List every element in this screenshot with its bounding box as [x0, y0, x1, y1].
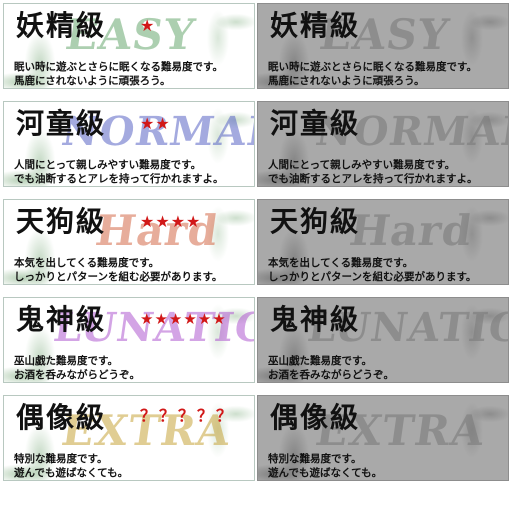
difficulty-title: 天狗級	[16, 205, 107, 238]
difficulty-card-extra-disabled: EXTRA 偶像級 特別な難易度です。 遊んでも遊ばなくても。	[257, 395, 509, 481]
difficulty-title: 河童級	[270, 107, 361, 140]
difficulty-description-line-1: 巫山戯た難易度です。	[268, 355, 372, 367]
difficulty-rating: ★★★★★★	[140, 310, 227, 328]
difficulty-card-normal-disabled: NORMAL 河童級 人間にとって親しみやすい難易度です。 でも油断するとアレを…	[257, 101, 509, 187]
difficulty-card-easy[interactable]: EASY 妖精級 ★ 眠い時に遊ぶとさらに眠くなる難易度です。 馬鹿にされないよ…	[3, 3, 255, 89]
difficulty-title: 妖精級	[270, 9, 361, 42]
difficulty-title: 偶像級	[270, 401, 361, 434]
difficulty-description: 人間にとって親しみやすい難易度です。 でも油断するとアレを持って行かれますよ。	[268, 158, 477, 186]
difficulty-card-easy-disabled: EASY 妖精級 眠い時に遊ぶとさらに眠くなる難易度です。 馬鹿にされないように…	[257, 3, 509, 89]
difficulty-card-hard[interactable]: Hard 天狗級 ★★★★ 本気を出してくる難易度です。 しっかりとパターンを組…	[3, 199, 255, 285]
difficulty-description-line-2: しっかりとパターンを組む必要があります。	[268, 271, 477, 283]
difficulty-description-line-2: しっかりとパターンを組む必要があります。	[14, 271, 223, 283]
difficulty-description-line-1: 人間にとって親しみやすい難易度です。	[268, 159, 456, 171]
difficulty-title: 偶像級	[16, 401, 107, 434]
difficulty-description-line-2: お酒を呑みながらどうぞ。	[14, 369, 140, 381]
difficulty-rating: ★	[140, 16, 156, 35]
difficulty-title: 河童級	[16, 107, 107, 140]
difficulty-description-line-2: 馬鹿にされないように頑張ろう。	[14, 75, 171, 87]
difficulty-description-line-2: 遊んでも遊ばなくても。	[14, 467, 129, 479]
difficulty-description-line-1: 人間にとって親しみやすい難易度です。	[14, 159, 202, 171]
difficulty-card-lunatic[interactable]: LUNATIC 鬼神級 ★★★★★★ 巫山戯た難易度です。 お酒を呑みながらどう…	[3, 297, 255, 383]
difficulty-description: 本気を出してくる難易度です。 しっかりとパターンを組む必要があります。	[268, 256, 476, 284]
difficulty-description: 特別な難易度です。 遊んでも遊ばなくても。	[14, 452, 128, 480]
difficulty-description: 眠い時に遊ぶとさらに眠くなる難易度です。 馬鹿にされないように頑張ろう。	[14, 60, 223, 88]
difficulty-rating: ★★★★	[140, 212, 202, 231]
difficulty-card-hard-disabled: Hard 天狗級 本気を出してくる難易度です。 しっかりとパターンを組む必要があ…	[257, 199, 509, 285]
difficulty-title: 鬼神級	[16, 303, 107, 336]
difficulty-description-line-2: 馬鹿にされないように頑張ろう。	[268, 75, 425, 87]
difficulty-description: 特別な難易度です。 遊んでも遊ばなくても。	[268, 452, 382, 480]
difficulty-description-line-2: でも油断するとアレを持って行かれますよ。	[14, 173, 224, 185]
difficulty-watermark: Hard	[346, 206, 476, 255]
difficulty-title: 天狗級	[270, 205, 361, 238]
difficulty-description: 本気を出してくる難易度です。 しっかりとパターンを組む必要があります。	[14, 256, 222, 284]
difficulty-description-line-1: 本気を出してくる難易度です。	[14, 257, 160, 269]
difficulty-description-line-1: 本気を出してくる難易度です。	[268, 257, 414, 269]
difficulty-description-line-1: 特別な難易度です。	[268, 453, 362, 465]
difficulty-description: 巫山戯た難易度です。 お酒を呑みながらどうぞ。	[14, 354, 140, 382]
difficulty-description-line-1: 巫山戯た難易度です。	[14, 355, 118, 367]
difficulty-description: 人間にとって親しみやすい難易度です。 でも油断するとアレを持って行かれますよ。	[14, 158, 223, 186]
difficulty-description-line-1: 眠い時に遊ぶとさらに眠くなる難易度です。	[14, 61, 223, 73]
difficulty-description: 巫山戯た難易度です。 お酒を呑みながらどうぞ。	[268, 354, 394, 382]
difficulty-description: 眠い時に遊ぶとさらに眠くなる難易度です。 馬鹿にされないように頑張ろう。	[268, 60, 477, 88]
difficulty-title: 鬼神級	[270, 303, 361, 336]
difficulty-description-line-1: 眠い時に遊ぶとさらに眠くなる難易度です。	[268, 61, 477, 73]
difficulty-description-line-1: 特別な難易度です。	[14, 453, 108, 465]
difficulty-description-line-2: お酒を呑みながらどうぞ。	[268, 369, 394, 381]
difficulty-card-lunatic-disabled: LUNATIC 鬼神級 巫山戯た難易度です。 お酒を呑みながらどうぞ。	[257, 297, 509, 383]
difficulty-description-line-2: でも油断するとアレを持って行かれますよ。	[268, 173, 478, 185]
difficulty-card-extra[interactable]: EXTRA 偶像級 ？？？？？ 特別な難易度です。 遊んでも遊ばなくても。	[3, 395, 255, 481]
difficulty-title: 妖精級	[16, 9, 107, 42]
difficulty-card-normal[interactable]: NORMAL 河童級 ★★ 人間にとって親しみやすい難易度です。 でも油断すると…	[3, 101, 255, 187]
difficulty-description-line-2: 遊んでも遊ばなくても。	[268, 467, 383, 479]
difficulty-rating: ★★	[140, 114, 171, 133]
difficulty-rating-unknown: ？？？？？	[140, 406, 236, 425]
